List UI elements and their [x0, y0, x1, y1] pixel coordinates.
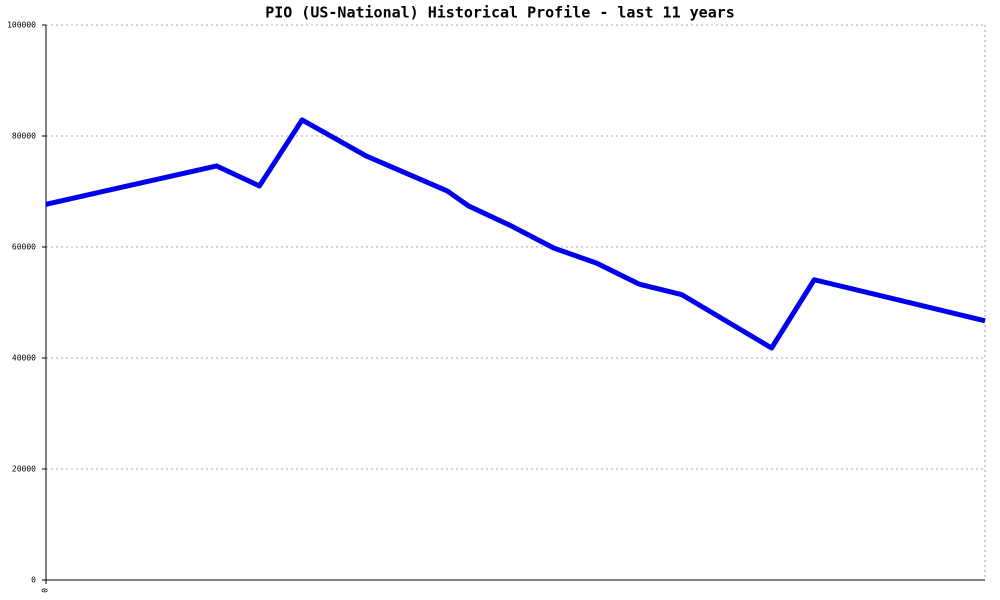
y-tick-label: 60000: [12, 243, 36, 252]
y-tick-label: 100000: [7, 21, 36, 30]
data-line: [45, 117, 986, 351]
y-tick-label: 40000: [12, 354, 36, 363]
chart-title: PIO (US-National) Historical Profile - l…: [265, 4, 735, 22]
x-tick-label: 0: [40, 588, 49, 593]
y-tick-label: 0: [31, 576, 36, 585]
y-tick-label: 80000: [12, 132, 36, 141]
y-tick-label: 20000: [12, 465, 36, 474]
